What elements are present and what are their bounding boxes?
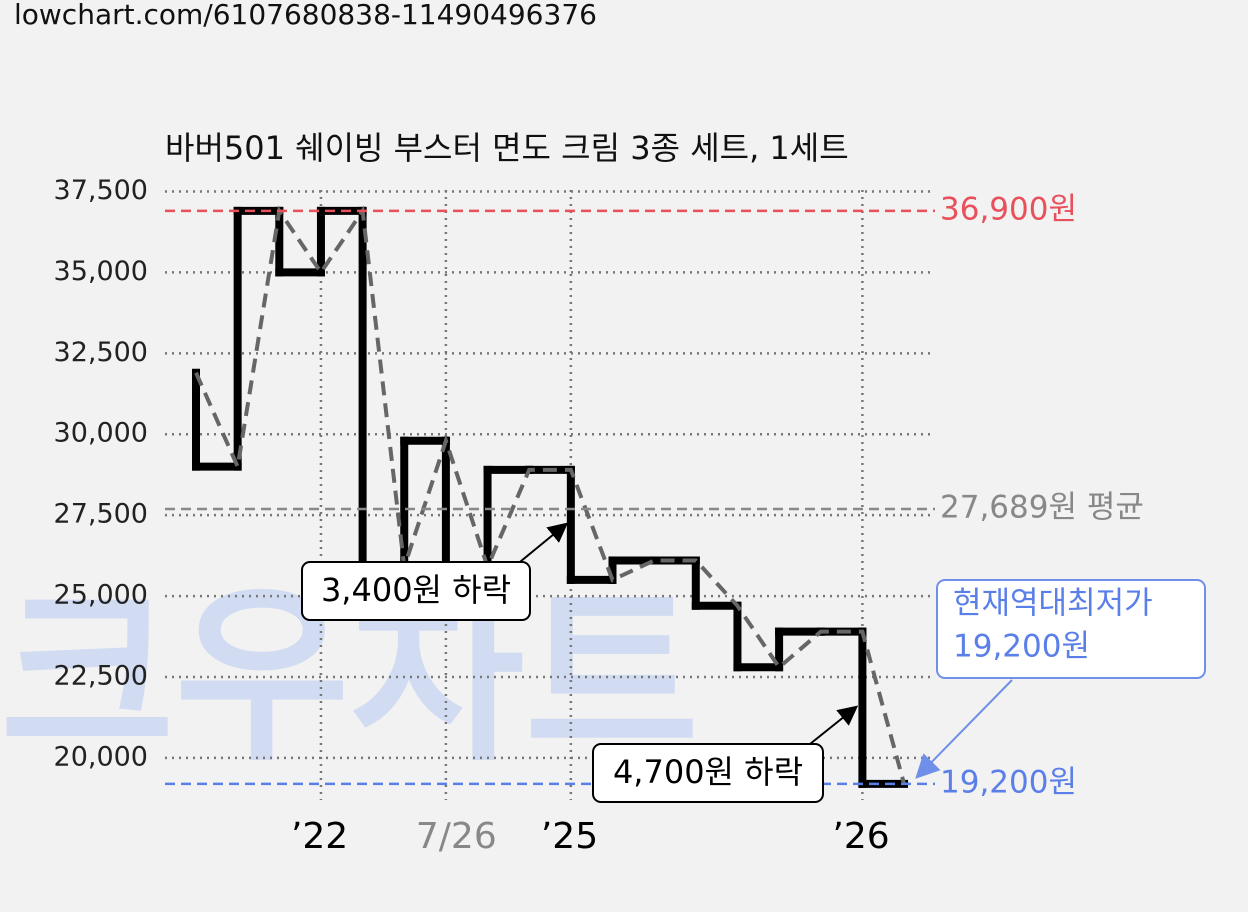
x-tick-label: ’25 bbox=[541, 816, 598, 857]
callout-box bbox=[936, 579, 1206, 679]
y-tick-label: 20,000 bbox=[54, 741, 148, 772]
y-tick-label: 37,500 bbox=[54, 175, 148, 206]
x-tick-label: 7/26 bbox=[416, 816, 497, 857]
annotation-box bbox=[301, 561, 531, 621]
callout-text: 현재역대최저가 bbox=[953, 586, 1153, 622]
reference-label: 19,200원 bbox=[940, 764, 1077, 800]
y-tick-label: 35,000 bbox=[54, 256, 148, 287]
y-tick-label: 32,500 bbox=[54, 337, 148, 368]
page-url: lowchart.com/6107680838-11490496376 bbox=[14, 0, 597, 31]
annotation-text: 4,700원 하락 bbox=[613, 753, 803, 791]
y-tick-label: 30,000 bbox=[54, 418, 148, 449]
x-tick-label: ’26 bbox=[832, 816, 889, 857]
chart-title: 바버501 쉐이빙 부스터 면도 크림 3종 세트, 1세트 bbox=[165, 129, 849, 167]
reference-label: 36,900원 bbox=[940, 191, 1077, 227]
annotation-arrow bbox=[804, 705, 859, 749]
x-tick-label: ’22 bbox=[291, 816, 348, 857]
annotation-text: 3,400원 하락 bbox=[321, 571, 511, 609]
callout-arrow bbox=[915, 679, 1013, 779]
y-tick-label: 25,000 bbox=[54, 580, 148, 611]
trend-line bbox=[194, 205, 906, 785]
annotation-arrow bbox=[514, 522, 569, 567]
callout-text: 19,200원 bbox=[953, 629, 1090, 665]
annotation-box bbox=[592, 743, 824, 803]
y-tick-label: 22,500 bbox=[54, 661, 148, 692]
reference-label: 27,689원 평균 bbox=[940, 490, 1144, 526]
y-tick-label: 27,500 bbox=[54, 499, 148, 530]
